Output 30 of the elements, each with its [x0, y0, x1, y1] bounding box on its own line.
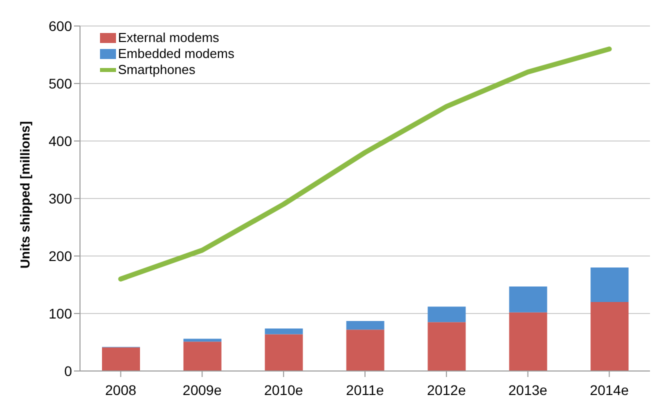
bar — [102, 347, 140, 371]
bar — [590, 302, 629, 371]
y-tick-label: 600 — [48, 18, 72, 34]
y-tick-label: 400 — [48, 132, 72, 149]
bar — [346, 320, 384, 330]
y-tick-label: 500 — [48, 75, 72, 92]
x-tick-label: 2009e — [182, 382, 222, 398]
x-tick-label: 2008 — [105, 382, 136, 398]
bar — [428, 306, 466, 322]
bar — [346, 330, 384, 371]
legend-label: External modems — [118, 30, 220, 46]
legend-label: Embedded modems — [118, 46, 234, 62]
y-tick-label: 0 — [64, 362, 72, 379]
legend-label: Smartphones — [118, 62, 196, 78]
bar — [509, 286, 548, 312]
y-tick-label: 300 — [48, 190, 72, 206]
bar — [509, 312, 548, 371]
y-tick-label: 100 — [48, 305, 72, 322]
x-tick-label: 2010e — [264, 382, 304, 398]
bar — [590, 268, 629, 302]
x-tick-label: 2013e — [508, 382, 548, 398]
bar — [183, 342, 222, 371]
y-axis-title: Units shipped [millions] — [18, 121, 33, 268]
bar — [264, 334, 303, 371]
x-tick-label: 2014e — [590, 382, 629, 398]
y-tick-label: 200 — [48, 248, 72, 264]
bar — [264, 328, 303, 334]
bar — [428, 322, 466, 371]
x-tick-label: 2012e — [426, 382, 466, 398]
x-tick-label: 2011e — [346, 382, 384, 398]
